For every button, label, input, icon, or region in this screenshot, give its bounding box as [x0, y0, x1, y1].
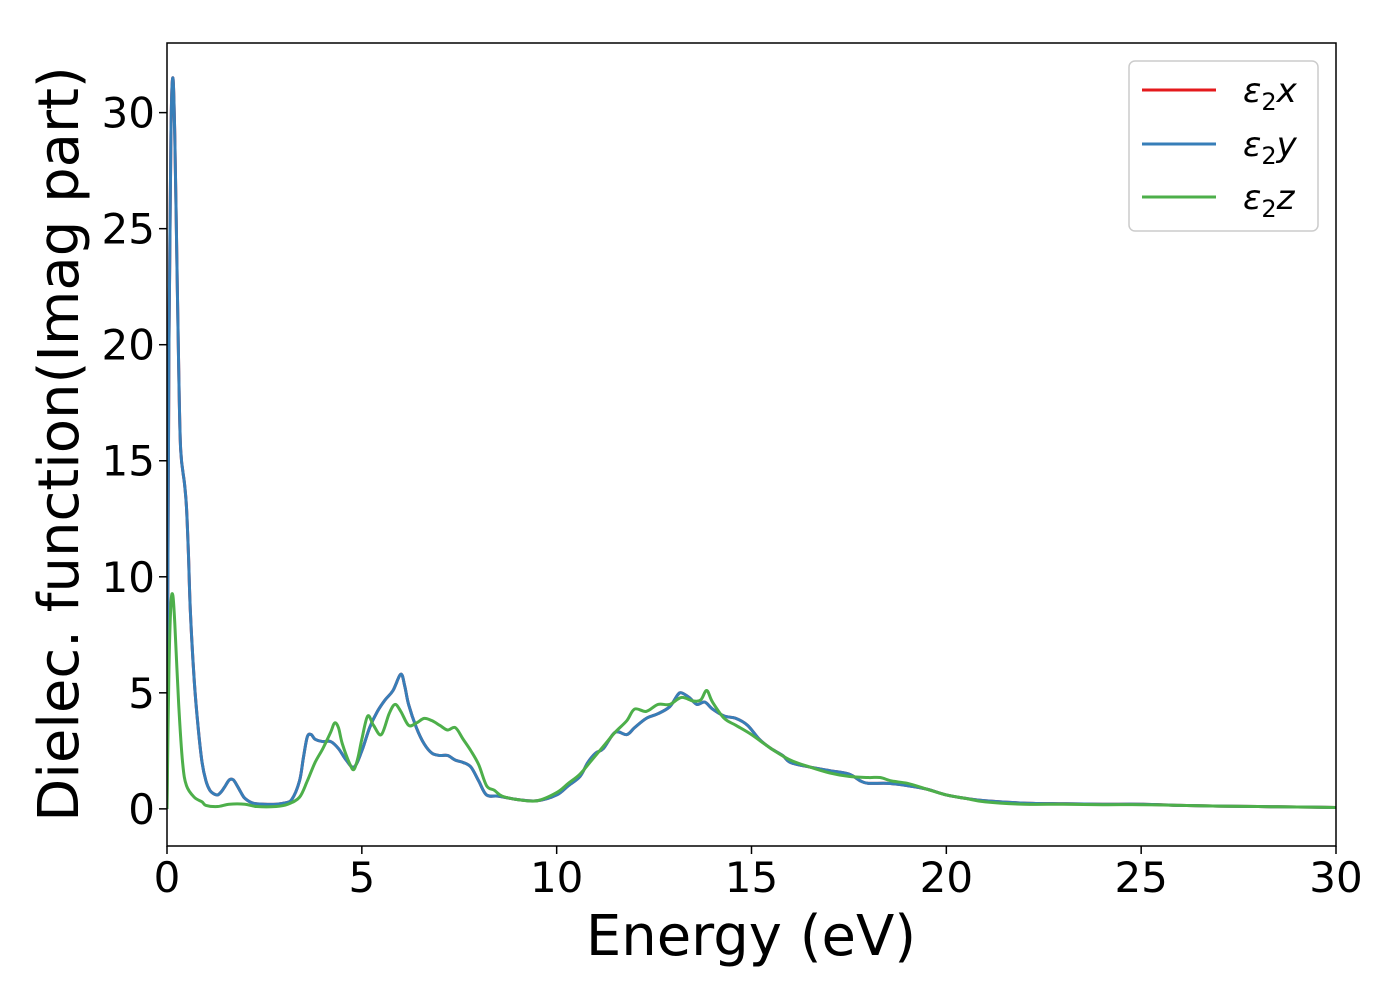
legend-label: ε2x — [1243, 71, 1298, 116]
series-line-e2y — [167, 76, 1336, 809]
x-tick-label: 20 — [920, 853, 973, 902]
series-line-e2z — [167, 592, 1336, 809]
legend: ε2x ε2y ε2z — [1128, 60, 1319, 232]
y-tick-label: 0 — [128, 785, 155, 834]
x-tick-label: 25 — [1114, 853, 1167, 902]
y-tick-label: 20 — [102, 321, 155, 370]
y-axis: 0 5 10 15 20 25 30 — [102, 89, 167, 834]
legend-label: ε2z — [1243, 178, 1296, 223]
legend-frame — [1128, 60, 1319, 232]
x-axis-title: Energy (eV) — [586, 904, 916, 969]
x-axis: 0 5 10 15 20 25 30 — [154, 846, 1363, 902]
series-layer — [167, 76, 1336, 809]
y-axis-title: Dielec. function(Imag part) — [27, 66, 92, 822]
x-tick-label: 30 — [1309, 853, 1362, 902]
y-tick-label: 25 — [102, 205, 155, 254]
x-tick-label: 10 — [530, 853, 583, 902]
x-tick-label: 0 — [154, 853, 181, 902]
x-tick-label: 5 — [348, 853, 375, 902]
y-tick-label: 15 — [102, 437, 155, 486]
legend-label: ε2y — [1243, 125, 1298, 170]
y-tick-label: 10 — [102, 553, 155, 602]
y-tick-label: 5 — [128, 669, 155, 718]
x-tick-label: 15 — [725, 853, 778, 902]
y-tick-label: 30 — [102, 89, 155, 138]
